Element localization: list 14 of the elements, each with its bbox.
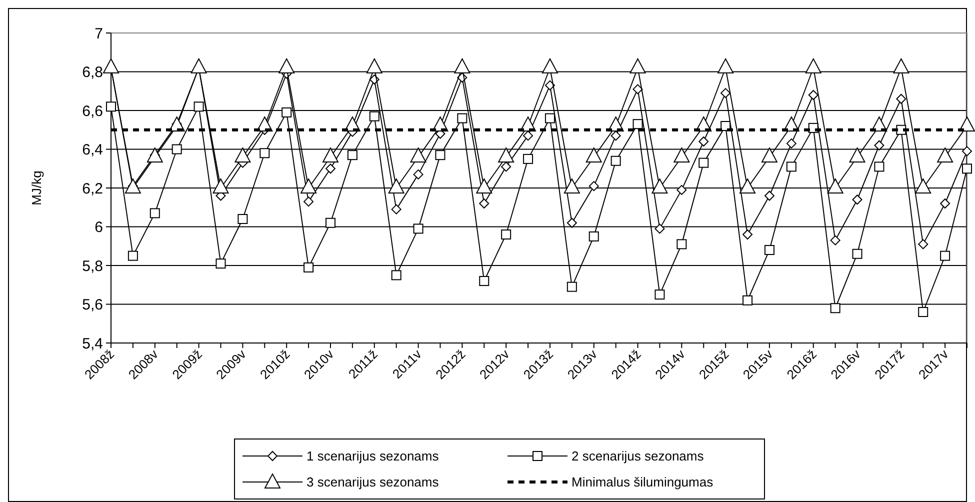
- y-tick-label: 6: [94, 219, 103, 236]
- y-tick-label: 7: [94, 25, 103, 42]
- y-tick-label: 5,8: [82, 258, 103, 275]
- y-tick-label: 5,4: [82, 335, 103, 352]
- y-tick-label: 5,6: [82, 296, 103, 314]
- legend-label: 1 scenarijus sezonams: [306, 448, 440, 464]
- y-tick-label: 6,4: [82, 142, 103, 158]
- y-axis-title: MJ/kg: [29, 170, 44, 206]
- y-tick-label: 6,2: [82, 180, 103, 198]
- y-tick-label: 6,8: [82, 64, 103, 81]
- y-tick-label: 6,6: [82, 102, 103, 120]
- legend-label: Minimalus šilumingumas: [572, 474, 714, 490]
- legend-label: 2 scenarijus sezonams: [572, 448, 704, 464]
- legend-label: 3 scenarijus sezonams: [306, 474, 440, 490]
